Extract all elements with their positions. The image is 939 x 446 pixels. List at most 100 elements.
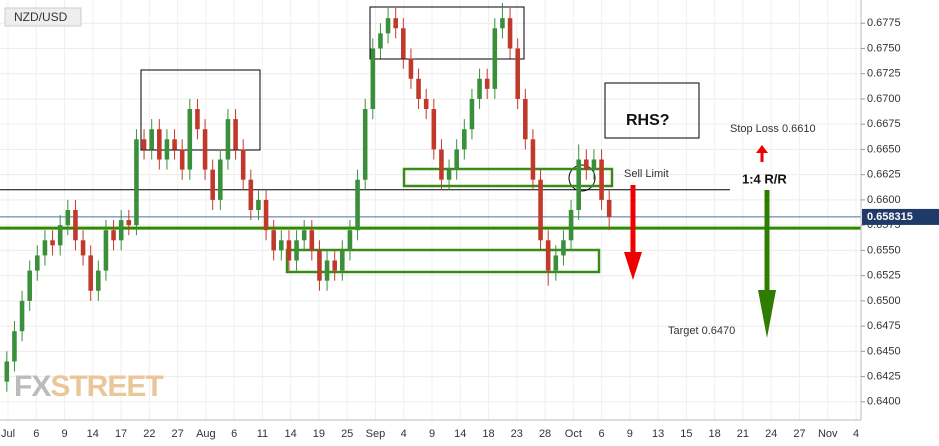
arrow-head bbox=[756, 145, 768, 153]
x-tick-label: 24 bbox=[765, 428, 777, 440]
candle-body bbox=[103, 230, 109, 271]
arrows bbox=[624, 145, 776, 338]
x-tick-label: 6 bbox=[33, 428, 39, 440]
annotation: Target 0.6470 bbox=[668, 325, 735, 337]
candle-body bbox=[57, 225, 63, 246]
candle-body bbox=[4, 361, 10, 382]
candle-body bbox=[347, 230, 353, 251]
box bbox=[369, 6, 525, 60]
x-tick-label: 19 bbox=[313, 428, 325, 440]
x-tick-label: Nov bbox=[818, 428, 838, 440]
candle-body bbox=[172, 139, 177, 150]
candle-body bbox=[507, 18, 513, 49]
y-tick-label: 0.6450 bbox=[867, 345, 901, 357]
candle-body bbox=[88, 255, 93, 291]
candle-body bbox=[469, 98, 475, 130]
x-tick-label: 14 bbox=[87, 428, 99, 440]
y-tick-label: 0.6625 bbox=[867, 169, 901, 181]
candle-body bbox=[500, 18, 505, 29]
candle-body bbox=[271, 230, 276, 251]
candle-body bbox=[141, 139, 147, 150]
y-tick-label: 0.6775 bbox=[867, 17, 901, 29]
candle-body bbox=[12, 331, 17, 362]
y-tick-label: 0.6725 bbox=[867, 68, 901, 80]
candle-body bbox=[80, 240, 86, 256]
chart-title: NZD/USD bbox=[14, 10, 68, 24]
zone bbox=[285, 248, 601, 274]
x-tick-label: 27 bbox=[171, 428, 183, 440]
candle-body bbox=[606, 199, 612, 218]
annotation: RHS? bbox=[626, 112, 670, 129]
candle-body bbox=[225, 119, 231, 160]
candle-body bbox=[332, 260, 337, 271]
candle-body bbox=[42, 240, 48, 256]
x-tick-label: 13 bbox=[652, 428, 664, 440]
candle-body bbox=[454, 149, 459, 170]
x-tick-label: 22 bbox=[143, 428, 155, 440]
candle-body bbox=[50, 240, 55, 246]
candle-body bbox=[233, 119, 238, 150]
x-tick-label: 14 bbox=[454, 428, 466, 440]
candle-body bbox=[324, 260, 330, 281]
candle-body bbox=[408, 58, 414, 79]
candle-body bbox=[462, 129, 467, 150]
x-tick-label: Oct bbox=[565, 428, 582, 440]
candle-body bbox=[370, 48, 376, 110]
x-tick-label: 9 bbox=[61, 428, 67, 440]
x-tick-label: Aug bbox=[196, 428, 216, 440]
x-tick-label: 14 bbox=[285, 428, 297, 440]
candle-body bbox=[530, 139, 536, 180]
x-tick-label: 18 bbox=[482, 428, 494, 440]
price-tag-label: 0.658315 bbox=[867, 211, 913, 223]
x-tick-label: 15 bbox=[680, 428, 692, 440]
x-tick-label: 18 bbox=[709, 428, 721, 440]
candle-body bbox=[65, 210, 71, 226]
x-tick-label: 17 bbox=[115, 428, 127, 440]
candle-body bbox=[401, 28, 406, 59]
candle-body bbox=[134, 139, 139, 226]
candles bbox=[4, 3, 612, 392]
y-tick-label: 0.6550 bbox=[867, 244, 901, 256]
candle-body bbox=[73, 210, 78, 241]
candle-body bbox=[492, 28, 498, 89]
candle-body bbox=[484, 78, 490, 89]
candle-body bbox=[591, 159, 597, 170]
candle-body bbox=[294, 240, 299, 261]
annotation: Sell Limit bbox=[624, 168, 669, 180]
x-tick-label: 25 bbox=[341, 428, 353, 440]
symbol-box bbox=[4, 7, 82, 27]
x-tick-label: 6 bbox=[599, 428, 605, 440]
candle-body bbox=[545, 240, 551, 271]
arrow-head bbox=[624, 252, 642, 280]
candle-body bbox=[309, 230, 315, 251]
candle-body bbox=[477, 78, 482, 99]
candle-body bbox=[568, 210, 574, 241]
watermark: FXSTREET bbox=[14, 370, 163, 403]
x-tick-label: Jul bbox=[1, 428, 15, 440]
y-tick-label: 0.6675 bbox=[867, 118, 901, 130]
y-tick-label: 0.6525 bbox=[867, 270, 901, 282]
y-tick-label: 0.6425 bbox=[867, 370, 901, 382]
candle-body bbox=[423, 98, 429, 110]
candle-body bbox=[118, 220, 124, 241]
x-tick-label: 27 bbox=[793, 428, 805, 440]
candle-body bbox=[195, 109, 200, 130]
x-tick-label: 23 bbox=[511, 428, 523, 440]
candle-body bbox=[19, 300, 25, 332]
candle-body bbox=[538, 179, 543, 241]
candle-body bbox=[416, 78, 421, 99]
candle-body bbox=[96, 270, 101, 291]
candle-body bbox=[385, 18, 391, 34]
candle-body bbox=[393, 18, 398, 29]
candle-body bbox=[439, 149, 444, 180]
x-tick-label: 11 bbox=[257, 428, 268, 440]
candle-body bbox=[515, 48, 520, 99]
zones bbox=[285, 167, 614, 274]
candle-body bbox=[35, 255, 40, 271]
x-tick-label: 6 bbox=[231, 428, 237, 440]
candle-body bbox=[149, 129, 154, 150]
y-tick-label: 0.6500 bbox=[867, 295, 901, 307]
candle-body bbox=[317, 250, 322, 281]
circle bbox=[568, 164, 596, 192]
